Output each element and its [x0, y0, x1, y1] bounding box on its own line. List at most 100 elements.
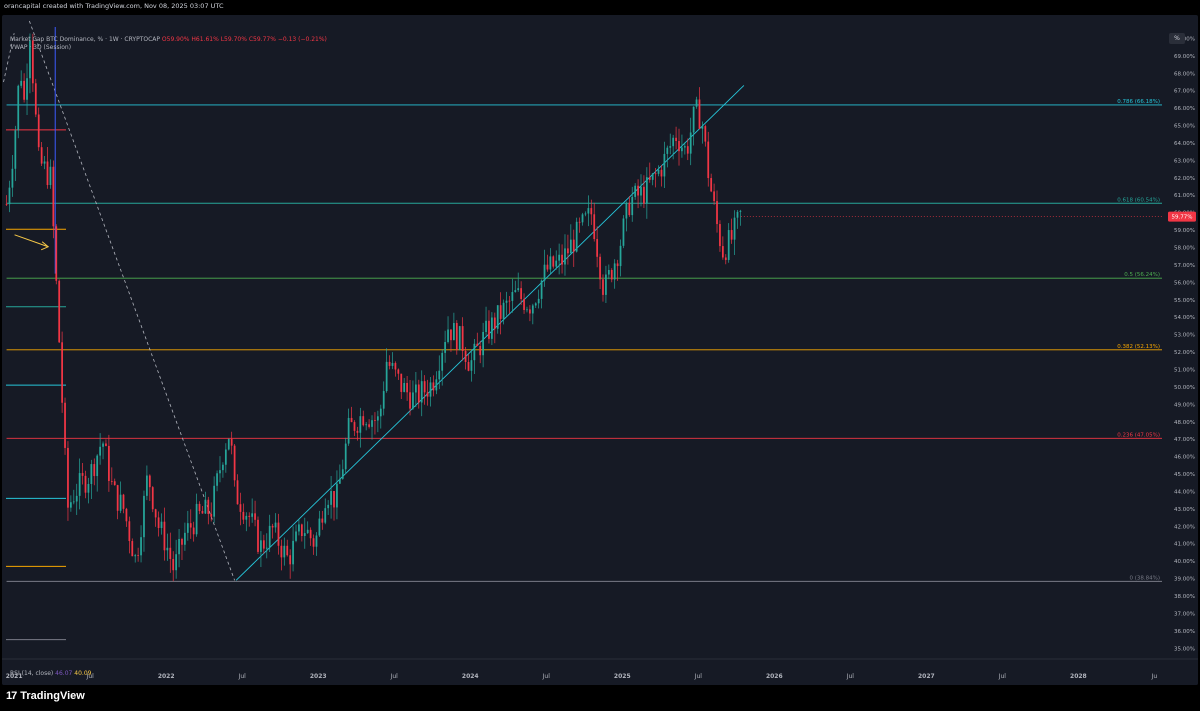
candle-body — [517, 288, 520, 291]
candle-body — [716, 201, 718, 225]
candle-body — [353, 422, 356, 431]
candle-body — [116, 485, 119, 511]
candle-body — [365, 424, 368, 426]
candle-body — [78, 473, 81, 496]
candle-body — [584, 213, 587, 215]
candle-body — [453, 323, 455, 341]
rsi-legend[interactable]: RSI (14, close) 46.07 40.09 — [10, 670, 91, 677]
candle-body — [558, 254, 561, 261]
y-tick-label: 36.00% — [1174, 629, 1195, 635]
candle-body — [450, 329, 452, 341]
fib-level-label: 0.786 (66.18%) — [1117, 99, 1160, 105]
x-tick-label: Jul — [86, 673, 95, 680]
candle-body — [429, 382, 432, 397]
candle-body — [93, 464, 96, 477]
candle-body — [552, 256, 555, 267]
candle-body — [300, 524, 303, 537]
candle-body — [195, 503, 198, 535]
candle-body — [382, 391, 385, 409]
candle-body — [368, 424, 370, 427]
candle-body — [277, 522, 280, 546]
y-tick-label: 37.00% — [1174, 611, 1195, 617]
candle-body — [695, 99, 698, 107]
candle-body — [330, 491, 332, 505]
candle-body — [286, 545, 289, 556]
chart-canvas[interactable]: 70.00%69.00%68.00%67.00%66.00%65.00%64.0… — [2, 15, 1198, 685]
candle-body — [96, 455, 99, 477]
candle-body — [499, 305, 502, 319]
candle-body — [148, 475, 151, 488]
candle-body — [561, 254, 563, 265]
y-tick-label: 64.00% — [1174, 141, 1195, 147]
y-tick-label: 43.00% — [1174, 507, 1195, 513]
fib-level-label: 0.236 (47.05%) — [1117, 432, 1160, 438]
candle-body — [8, 187, 11, 205]
chart-panel[interactable]: 70.00%69.00%68.00%67.00%66.00%65.00%64.0… — [2, 15, 1198, 685]
candle-body — [67, 447, 69, 508]
candle-body — [37, 114, 40, 148]
candle-body — [46, 161, 49, 186]
y-tick-label: 63.00% — [1174, 158, 1195, 164]
x-tick-label: 2025 — [614, 673, 631, 680]
symbol-legend[interactable]: Market Cap BTC Dominance, % · 1W · CRYPT… — [10, 36, 327, 43]
candle-body — [274, 522, 277, 528]
candle-body — [616, 263, 619, 267]
vwap-legend[interactable]: VWAP · 3D (Session) — [10, 44, 72, 51]
y-tick-label: 41.00% — [1174, 542, 1195, 548]
candle-body — [619, 245, 622, 267]
y-tick-label: 47.00% — [1174, 437, 1195, 443]
candle-body — [14, 130, 17, 169]
candle-body — [555, 260, 558, 267]
candle-body — [20, 80, 23, 86]
candle-body — [239, 504, 242, 512]
candle-body — [189, 523, 192, 528]
candle-body — [318, 518, 321, 536]
candle-body — [40, 147, 43, 164]
candle-body — [689, 132, 692, 154]
candle-body — [379, 408, 382, 417]
candle-body — [467, 362, 470, 371]
candle-body — [534, 303, 537, 306]
candle-body — [476, 343, 479, 346]
fib-level-label: 0.618 (60.54%) — [1117, 197, 1160, 203]
candle-body — [438, 370, 441, 380]
candle-body — [55, 226, 58, 281]
candle-body — [514, 290, 517, 293]
candle-body — [444, 342, 446, 353]
fib-level-label: 0 (38.84%) — [1129, 575, 1160, 581]
candle-body — [678, 141, 680, 152]
ohlc-values: O59.90% H61.61% L59.70% C59.77% −0.13 (−… — [161, 36, 327, 43]
candle-body — [622, 218, 625, 246]
x-tick-label: Ju — [1151, 673, 1158, 680]
x-tick-label: 2021 — [6, 673, 23, 680]
candle-body — [543, 264, 546, 281]
x-tick-label: Jul — [846, 673, 855, 680]
candle-body — [254, 513, 256, 520]
candle-body — [119, 494, 122, 511]
candle-body — [169, 547, 172, 559]
candle-body — [713, 191, 715, 202]
candle-body — [303, 533, 306, 537]
candle-body — [406, 382, 408, 393]
last-price-tag — [1168, 211, 1196, 222]
candle-body — [640, 186, 642, 196]
candle-body — [529, 309, 531, 314]
candle-body — [75, 495, 78, 502]
candle-body — [359, 416, 362, 433]
y-tick-label: 55.00% — [1174, 298, 1195, 304]
candle-body — [654, 173, 657, 175]
candle-body — [432, 382, 435, 391]
candle-body — [663, 153, 666, 177]
candle-body — [435, 379, 438, 391]
candle-body — [333, 491, 335, 508]
x-tick-label: Jul — [998, 673, 1007, 680]
percent-scale-button[interactable]: % — [1169, 33, 1185, 44]
y-tick-label: 54.00% — [1174, 315, 1195, 321]
candle-body — [105, 443, 107, 446]
candle-body — [347, 417, 350, 444]
y-tick-label: 45.00% — [1174, 472, 1195, 478]
candle-body — [210, 513, 213, 517]
candle-body — [602, 279, 604, 295]
candle-body — [64, 402, 66, 448]
candle-body — [625, 202, 628, 219]
